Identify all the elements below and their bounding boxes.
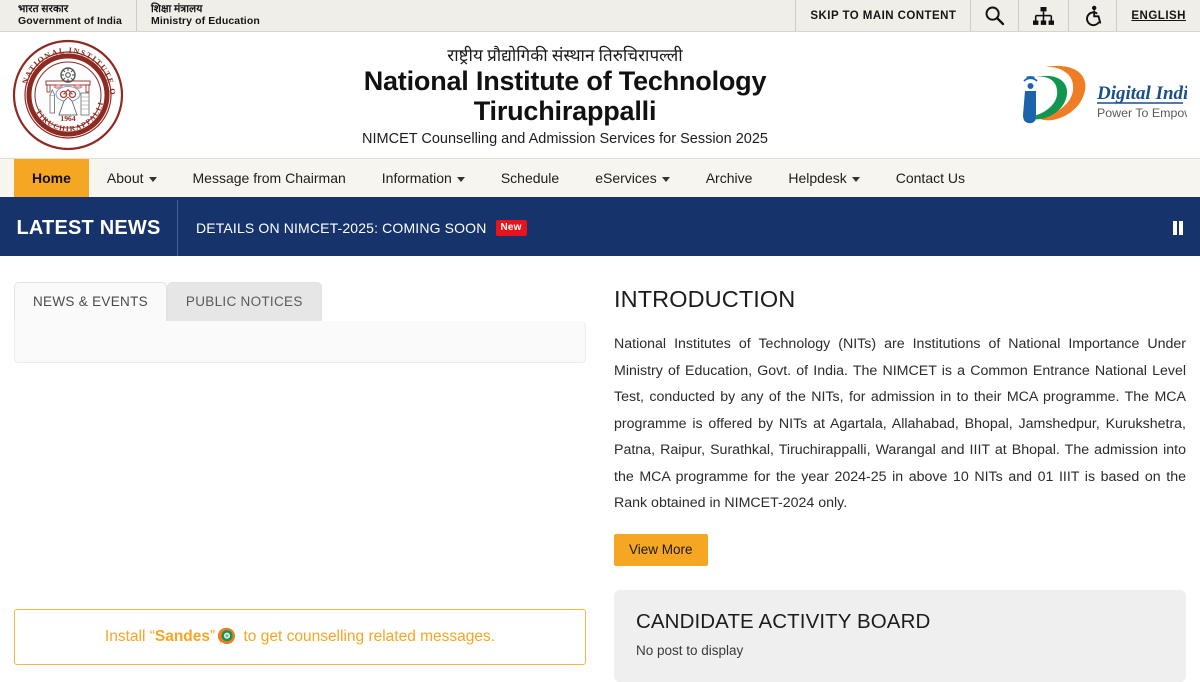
news-ticker-text: DETAILS ON NIMCET-2025: COMING SOON [196, 220, 487, 236]
new-badge: New [495, 220, 527, 236]
main-navigation: Home About Message from Chairman Informa… [0, 158, 1200, 200]
accessibility-icon [1086, 5, 1102, 26]
nav-item-eservices[interactable]: eServices [577, 159, 687, 197]
gov-ministry-hindi: शिक्षा मंत्रालय [151, 4, 203, 16]
sandes-prefix: Install [104, 627, 150, 645]
view-more-button[interactable]: View More [614, 533, 708, 566]
sitemap-icon [1033, 6, 1055, 25]
latest-news-bar: LATEST NEWS DETAILS ON NIMCET-2025: COMI… [0, 200, 1200, 256]
institute-title-hindi: राष्ट्रीय प्रौद्योगिकी संस्थान तिरुचिराप… [447, 46, 683, 66]
gov-india-hindi: भारत सरकार [18, 4, 69, 16]
nav-item-information[interactable]: Information [364, 159, 483, 197]
nav-item-archive[interactable]: Archive [688, 159, 771, 197]
tab-news-and-events[interactable]: NEWS & EVENTS [14, 282, 167, 321]
institute-seal: NATIONAL INSTITUTE OF TECHNOLOGY TIRUCHI… [8, 37, 128, 153]
sandes-quote-open: “ [149, 627, 155, 645]
chevron-down-icon [851, 176, 860, 182]
sandes-quote-close: ” [210, 627, 216, 645]
topstrip-spacer [274, 0, 796, 31]
masthead-subtitle: NIMCET Counselling and Admission Service… [362, 130, 768, 147]
svg-text:Power To Empower: Power To Empower [1097, 106, 1187, 120]
svg-text:Digital India: Digital India [1096, 83, 1187, 104]
institute-title-line1: National Institute of Technology [363, 66, 767, 97]
nav-item-helpdesk-label: Helpdesk [788, 170, 847, 186]
news-ticker-item[interactable]: DETAILS ON NIMCET-2025: COMING SOON New [178, 220, 1156, 236]
svg-text:1964: 1964 [60, 114, 75, 123]
sandes-app-name: Sandes [154, 627, 211, 645]
tab-public-notices[interactable]: PUBLIC NOTICES [166, 282, 322, 321]
candidate-activity-board-title: CANDIDATE ACTIVITY BOARD [636, 609, 931, 633]
nit-trichy-seal-logo-icon: NATIONAL INSTITUTE OF TECHNOLOGY TIRUCHI… [10, 37, 124, 151]
skip-to-main-content-link[interactable]: SKIP TO MAIN CONTENT [795, 0, 970, 31]
accessibility-button[interactable] [1068, 0, 1116, 31]
masthead: NATIONAL INSTITUTE OF TECHNOLOGY TIRUCHI… [0, 32, 1200, 158]
nav-item-contact-us-label: Contact Us [895, 170, 965, 186]
digital-india-logo-icon: Digital India Power To Empower [1023, 65, 1187, 124]
nav-item-home[interactable]: Home [14, 159, 89, 197]
sandes-suffix: to get counselling related messages. [239, 627, 496, 645]
candidate-activity-board-card: CANDIDATE ACTIVITY BOARD No post to disp… [614, 589, 1186, 682]
sandes-app-icon [218, 627, 236, 644]
sitemap-button[interactable] [1018, 0, 1068, 31]
nav-item-information-label: Information [381, 170, 452, 186]
gov-ministry-english: Ministry of Education [151, 14, 260, 27]
digital-india-branding: Digital India Power To Empower [1002, 57, 1192, 133]
tab-public-notices-label: PUBLIC NOTICES [185, 294, 303, 309]
tab-news-and-events-label: NEWS & EVENTS [33, 294, 148, 309]
latest-news-label: LATEST NEWS [0, 200, 178, 256]
main-content: NEWS & EVENTS PUBLIC NOTICES Install “Sa… [0, 256, 1200, 682]
sandes-promo-box[interactable]: Install “Sandes” to get counselling rela… [14, 608, 586, 665]
nav-item-contact-us[interactable]: Contact Us [878, 159, 983, 197]
right-column: INTRODUCTION National Institutes of Tech… [600, 256, 1200, 682]
news-tab-panel [14, 321, 586, 363]
language-selector-english[interactable]: ENGLISH [1116, 0, 1200, 31]
chevron-down-icon [661, 176, 670, 182]
pause-icon [1173, 221, 1183, 235]
government-top-strip: भारत सरकार Government of India शिक्षा मं… [0, 0, 1200, 32]
gov-india-english: Government of India [18, 14, 122, 27]
nav-item-helpdesk[interactable]: Helpdesk [770, 159, 877, 197]
left-column: NEWS & EVENTS PUBLIC NOTICES Install “Sa… [0, 256, 600, 673]
chevron-down-icon [148, 176, 157, 182]
nav-item-about[interactable]: About [89, 159, 175, 197]
institute-title-line2: Tiruchirappalli [473, 95, 657, 126]
news-pause-button[interactable] [1156, 220, 1200, 236]
nav-item-schedule-label: Schedule [500, 170, 560, 186]
introduction-body: National Institutes of Technology (NITs)… [614, 336, 1186, 512]
nav-item-archive-label: Archive [705, 170, 753, 186]
candidate-activity-board-empty-text: No post to display [636, 642, 744, 658]
chevron-down-icon [456, 176, 465, 182]
search-button[interactable] [970, 0, 1018, 31]
nav-item-message-from-chairman[interactable]: Message from Chairman [175, 159, 364, 197]
nav-item-home-label: Home [32, 170, 71, 186]
nav-item-about-label: About [106, 170, 144, 186]
nav-item-schedule[interactable]: Schedule [483, 159, 577, 197]
gov-block-ministry: शिक्षा मंत्रालय Ministry of Education [137, 0, 274, 31]
nav-item-message-from-chairman-label: Message from Chairman [192, 170, 346, 186]
nav-item-eservices-label: eServices [595, 170, 657, 186]
news-tabs: NEWS & EVENTS PUBLIC NOTICES [14, 282, 586, 321]
institute-titles: राष्ट्रीय प्रौद्योगिकी संस्थान तिरुचिराप… [128, 43, 1002, 146]
search-icon [985, 6, 1005, 26]
gov-block-india: भारत सरकार Government of India [0, 0, 137, 31]
introduction-title: INTRODUCTION [614, 286, 796, 312]
